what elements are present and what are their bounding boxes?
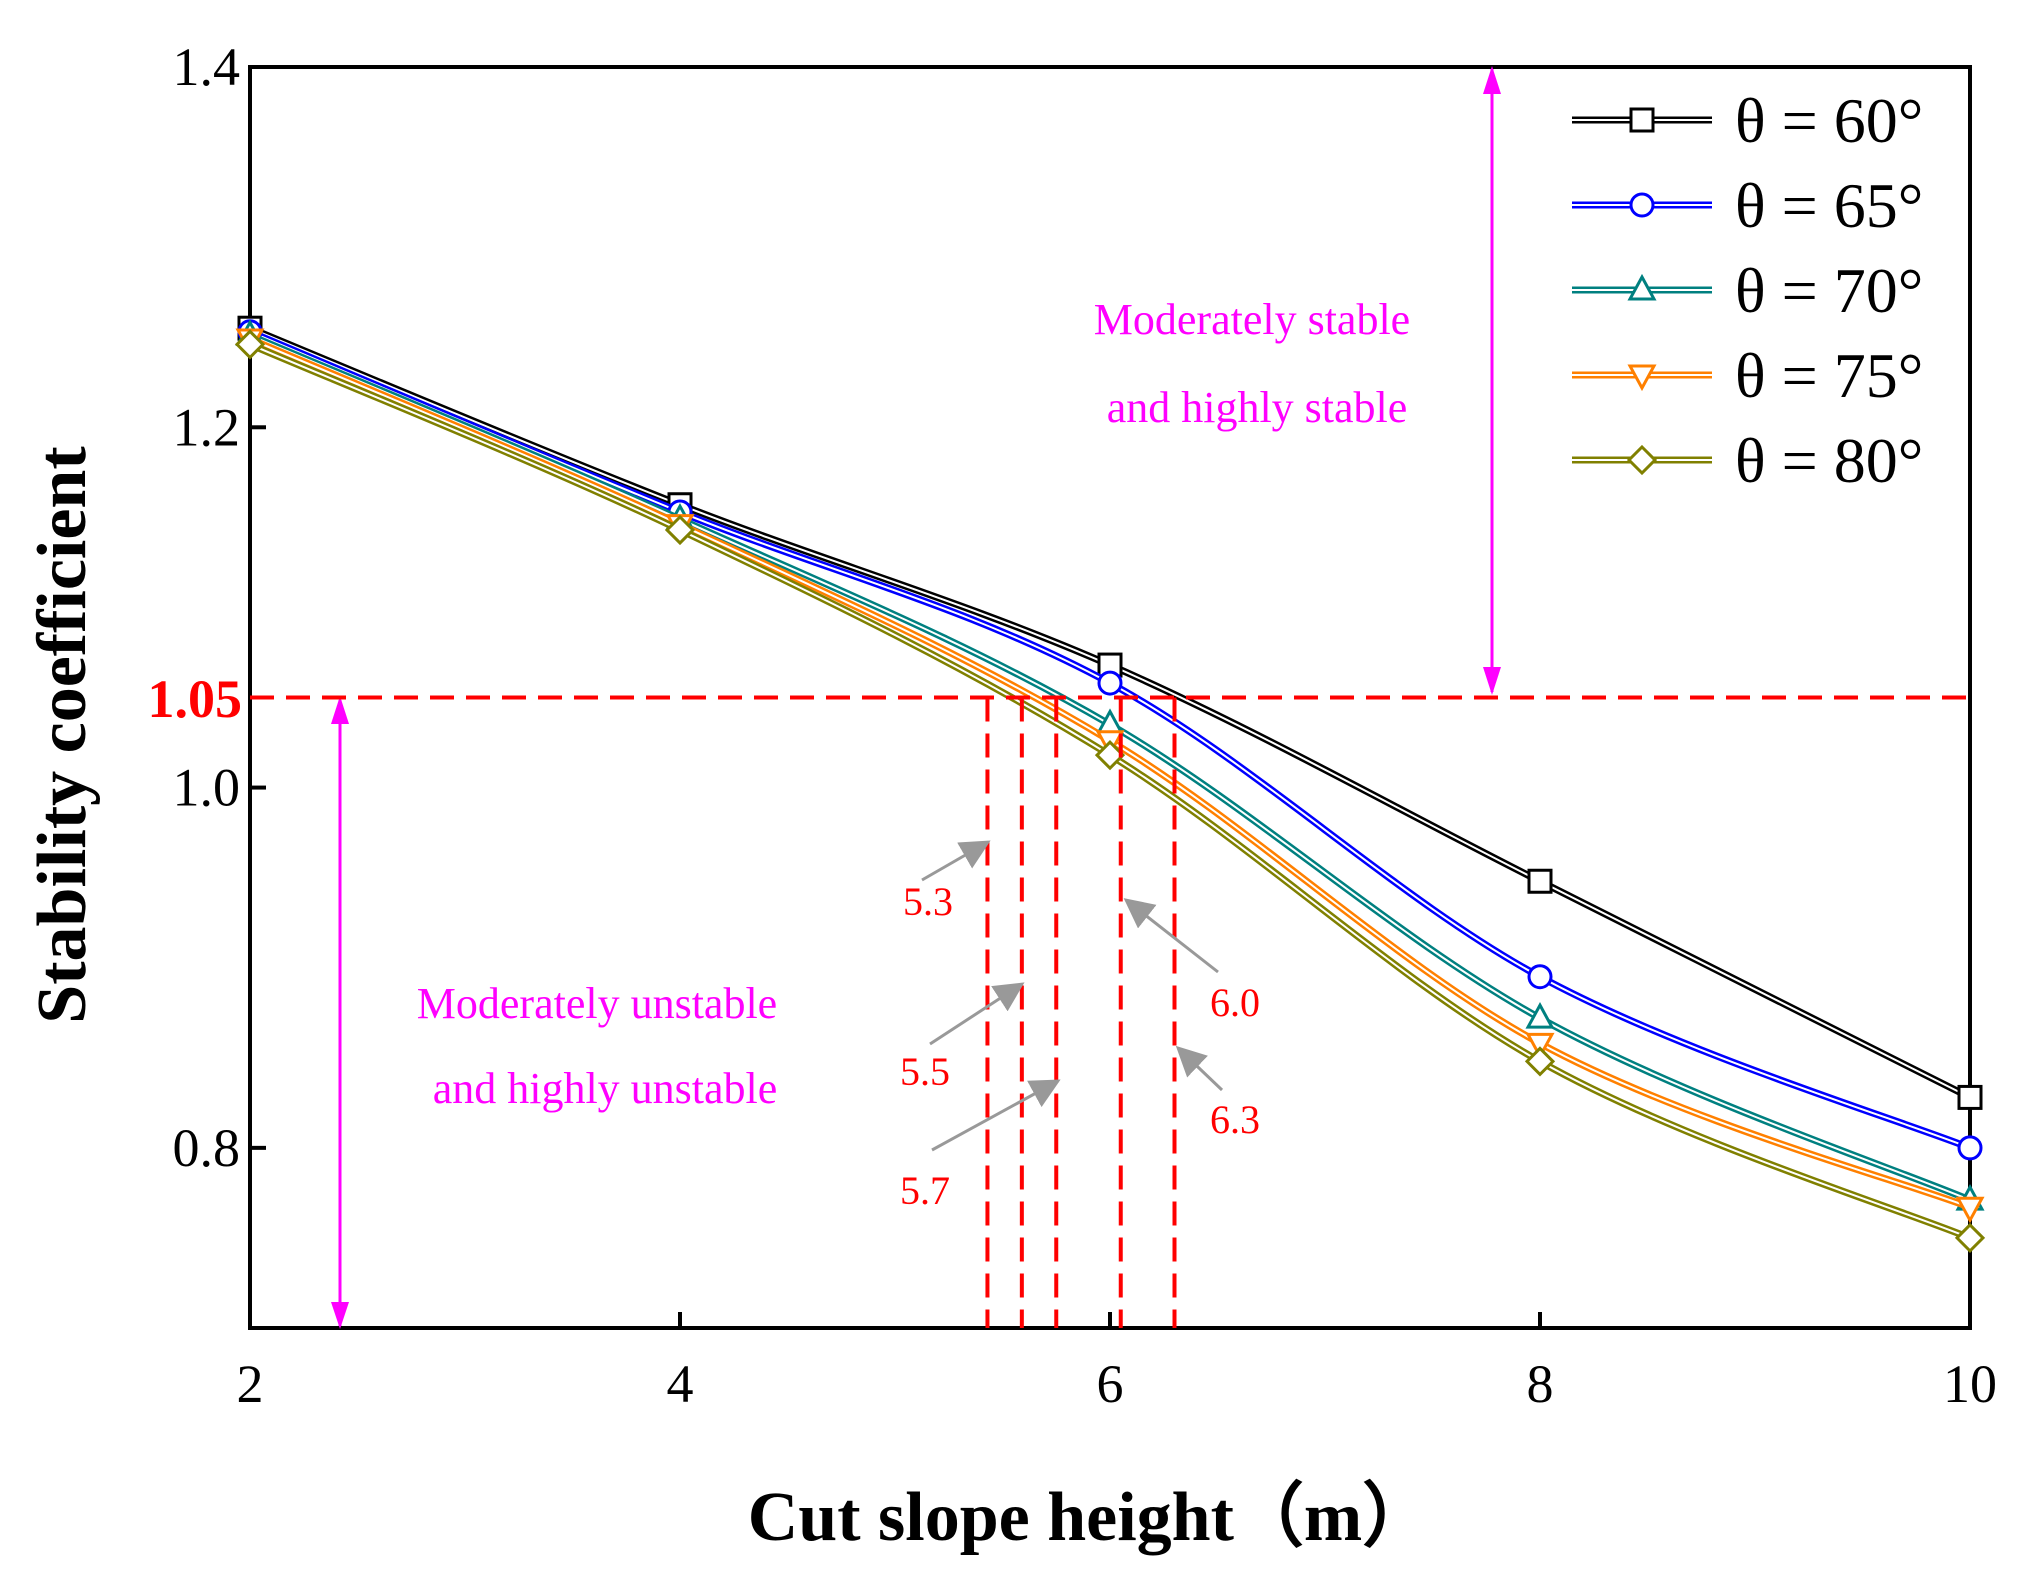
critical-height-label-5.7: 5.7 xyxy=(900,1168,950,1213)
legend-item: θ = 75° xyxy=(1572,340,1923,411)
x-tick-label: 4 xyxy=(667,1354,694,1414)
legend-label: θ = 65° xyxy=(1735,170,1923,241)
data-point xyxy=(1097,670,1123,696)
legend-item: θ = 80° xyxy=(1572,425,1923,496)
series-4 xyxy=(234,329,1986,1254)
y-axis-ticks: 0.8 1.0 1.2 1.4 xyxy=(173,37,266,1178)
x-tick-label: 2 xyxy=(237,1354,264,1414)
data-point xyxy=(664,514,696,546)
annotation-arrow-5.7 xyxy=(931,1079,1061,1152)
legend-item: θ = 65° xyxy=(1572,170,1923,241)
y-tick-label: 1.0 xyxy=(173,758,241,818)
data-point xyxy=(1957,1084,1983,1110)
data-point xyxy=(1527,964,1553,990)
critical-height-label-5.5: 5.5 xyxy=(900,1049,950,1094)
x-axis-title: Cut slope height（m） xyxy=(748,1478,1432,1556)
legend-label: θ = 75° xyxy=(1735,340,1923,411)
data-point xyxy=(1954,1222,1986,1254)
y-axis-title: Stability coefficient xyxy=(24,446,101,1023)
x-tick-label: 10 xyxy=(1943,1354,1997,1414)
data-point xyxy=(1524,1046,1556,1077)
x-tick-label: 6 xyxy=(1097,1354,1124,1414)
x-tick-label: 8 xyxy=(1527,1354,1554,1414)
unstable-zone-label-line1: Moderately unstable xyxy=(417,979,777,1028)
unstable-zone-label-line2: and highly unstable xyxy=(433,1064,778,1113)
critical-height-label-6.3: 6.3 xyxy=(1210,1097,1260,1142)
annotation-arrow-5.3 xyxy=(921,840,991,882)
legend-label: θ = 80° xyxy=(1735,425,1923,496)
y-tick-label: 0.8 xyxy=(173,1118,241,1178)
legend-item: θ = 70° xyxy=(1572,255,1923,326)
legend-marker xyxy=(1627,364,1657,392)
critical-height-label-5.3: 5.3 xyxy=(903,879,953,924)
stable-zone-label-line1: Moderately stable xyxy=(1094,295,1410,344)
legend-label: θ = 70° xyxy=(1735,255,1923,326)
data-point xyxy=(1094,740,1126,771)
threshold-layer xyxy=(250,695,1970,1328)
unstable-zone-arrowhead-top xyxy=(331,696,349,724)
legend-marker xyxy=(1629,192,1655,218)
legend-marker xyxy=(1626,444,1658,476)
data-point xyxy=(1525,1002,1555,1029)
stable-zone-arrowhead-top xyxy=(1483,66,1501,94)
series-layer xyxy=(234,315,1986,1254)
annotation-arrow-5.5 xyxy=(929,982,1025,1046)
x-axis-ticks: 2 4 6 8 10 xyxy=(237,1312,1997,1414)
data-point xyxy=(1527,868,1553,894)
data-point xyxy=(1957,1135,1983,1161)
data-point xyxy=(234,329,266,360)
series-0 xyxy=(237,315,1983,1110)
data-point xyxy=(1525,1032,1555,1060)
unstable-zone-arrowhead-bottom xyxy=(331,1302,349,1329)
y-tick-label: 1.2 xyxy=(173,397,241,457)
annotation-arrow-6.3 xyxy=(1175,1045,1224,1092)
data-point xyxy=(1955,1196,1985,1224)
legend-label: θ = 60° xyxy=(1735,85,1923,156)
legend-marker xyxy=(1629,107,1655,133)
legend-item: θ = 60° xyxy=(1572,85,1923,156)
legend-marker xyxy=(1627,273,1657,301)
threshold-label: 1.05 xyxy=(148,669,243,729)
legend: θ = 60° θ = 65° θ = 70° θ = 75° θ = 80° xyxy=(1572,85,1923,496)
annotation-arrow-6.0 xyxy=(1123,898,1219,974)
critical-height-label-6.0: 6.0 xyxy=(1210,980,1260,1025)
y-tick-label: 1.4 xyxy=(173,37,241,97)
stable-zone-arrowhead-bottom xyxy=(1483,667,1501,695)
stable-zone-label-line2: and highly stable xyxy=(1107,383,1408,432)
